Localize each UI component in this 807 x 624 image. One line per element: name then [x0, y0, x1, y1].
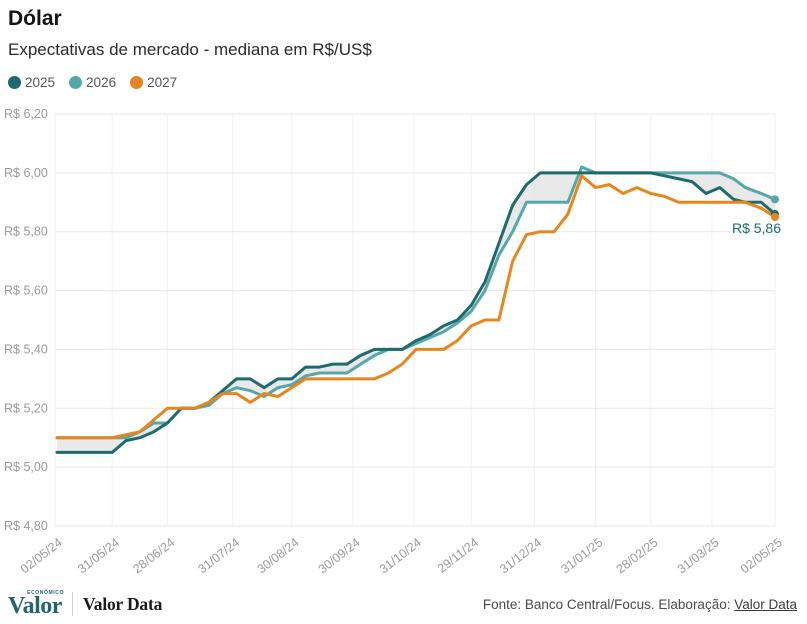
legend-label: 2026 [86, 74, 117, 90]
legend-swatch-icon [8, 75, 21, 89]
legend-item-2027: 2027 [130, 75, 177, 90]
x-tick-label: 02/05/25 [738, 535, 785, 576]
chart-header: Dólar Expectativas de mercado - mediana … [8, 6, 799, 90]
x-tick-label: 31/01/25 [558, 535, 605, 576]
series-line-2026 [55, 165, 777, 440]
x-tick-label: 30/09/24 [316, 535, 363, 576]
x-tick-label: 31/10/24 [377, 535, 424, 576]
legend-swatch-icon [69, 75, 83, 89]
legend-label: 2025 [25, 74, 56, 90]
valor-logo-text: Valor [8, 592, 62, 619]
footer-divider [71, 592, 73, 616]
y-tick-label: R$ 5,20 [4, 401, 48, 415]
legend-item-2026: 2026 [69, 75, 116, 90]
series-end-dot-2027 [771, 213, 779, 221]
y-tick-label: R$ 5,60 [4, 284, 48, 298]
legend-item-2025: 2025 [8, 75, 55, 90]
y-tick-label: R$ 5,80 [4, 225, 48, 239]
x-tick-label: 31/12/24 [497, 535, 544, 576]
x-tick-label: 29/11/24 [435, 535, 481, 575]
series-line-2025 [55, 171, 777, 454]
legend: 2025 2026 2027 [8, 75, 799, 90]
valor-logo-economico-label: ECONÔMICO [27, 589, 64, 596]
valor-data-brand: Valor Data [82, 593, 163, 614]
chart-footer: Valor ECONÔMICO Valor Data Fonte: Banco … [8, 588, 797, 620]
x-tick-label: 28/02/25 [614, 535, 661, 576]
series-line-2027 [55, 174, 777, 440]
y-tick-label: R$ 5,40 [4, 342, 48, 356]
end-value-annotation: R$ 5,86 [732, 220, 781, 236]
y-tick-label: R$ 6,00 [4, 166, 48, 180]
x-tick-label: 28/06/24 [130, 535, 177, 576]
legend-label: 2027 [147, 74, 178, 90]
legend-swatch-icon [130, 75, 144, 89]
chart-svg: R$ 6,20 R$ 6,00 R$ 5,80 R$ 5,60 R$ 5,40 R$ 5,… [4, 107, 785, 576]
series-end-dot-2026 [771, 195, 779, 204]
source-note: Fonte: Banco Central/Focus. Elaboração: … [483, 597, 797, 612]
x-tick-label: 31/07/24 [195, 535, 242, 576]
x-tick-label: 31/03/25 [675, 535, 722, 576]
source-text: Fonte: Banco Central/Focus. Elaboração: [482, 596, 735, 612]
band-2025-2026 [56, 166, 776, 453]
y-tick-label: R$ 5,00 [4, 460, 48, 474]
y-tick-label: R$ 6,20 [4, 107, 48, 121]
x-tick-label: 31/05/24 [75, 535, 122, 576]
x-tick-label: 30/08/24 [255, 535, 302, 576]
chart-subtitle: Expectativas de mercado - mediana em R$/… [8, 40, 372, 60]
valor-logo: Valor ECONÔMICO [8, 589, 64, 619]
x-tick-label: 02/05/24 [18, 535, 65, 576]
source-link[interactable]: Valor Data [734, 596, 797, 612]
page-title: Dólar [8, 7, 62, 30]
y-tick-label: R$ 4,80 [4, 519, 48, 533]
brand-box: Valor ECONÔMICO Valor Data [8, 589, 163, 619]
